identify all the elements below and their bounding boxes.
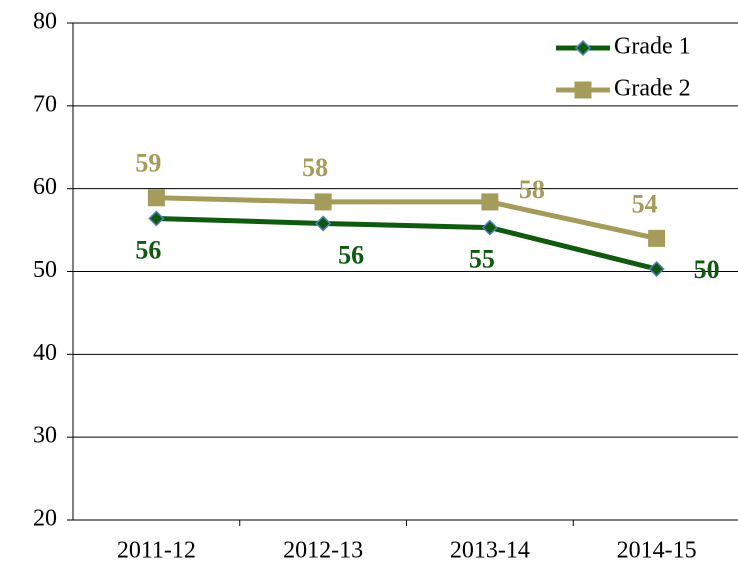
point — [481, 193, 499, 211]
y-tick-label: 30 — [33, 423, 57, 449]
legend-label: Grade 1 — [614, 34, 691, 60]
y-tick-label: 80 — [33, 9, 57, 35]
point — [314, 193, 332, 211]
y-tick-label: 60 — [33, 174, 57, 200]
data-label: 56 — [135, 235, 161, 264]
point — [648, 229, 666, 247]
x-tick-label: 2011-12 — [117, 538, 196, 564]
legend-marker — [574, 81, 592, 99]
data-label: 58 — [302, 153, 328, 182]
y-tick-label: 70 — [33, 91, 57, 117]
data-label: 56 — [338, 240, 364, 269]
series-line — [156, 195, 658, 241]
series-line — [156, 215, 658, 272]
data-label: 59 — [135, 149, 161, 178]
data-label: 55 — [469, 245, 495, 274]
point — [147, 189, 165, 207]
point — [481, 219, 498, 236]
legend-label: Grade 2 — [614, 76, 691, 102]
y-tick-label: 40 — [33, 340, 57, 366]
data-label: 54 — [632, 189, 658, 218]
data-label: 58 — [519, 175, 545, 204]
point — [148, 210, 165, 227]
x-tick-label: 2012-13 — [283, 538, 363, 564]
x-tick-label: 2013-14 — [450, 538, 530, 564]
point — [648, 260, 665, 278]
legend-marker — [574, 39, 592, 57]
point — [315, 215, 332, 232]
y-tick-label: 50 — [33, 257, 57, 283]
x-tick-label: 2014-15 — [617, 538, 697, 564]
y-tick-label: 20 — [33, 506, 57, 532]
data-label: 50 — [694, 255, 720, 284]
